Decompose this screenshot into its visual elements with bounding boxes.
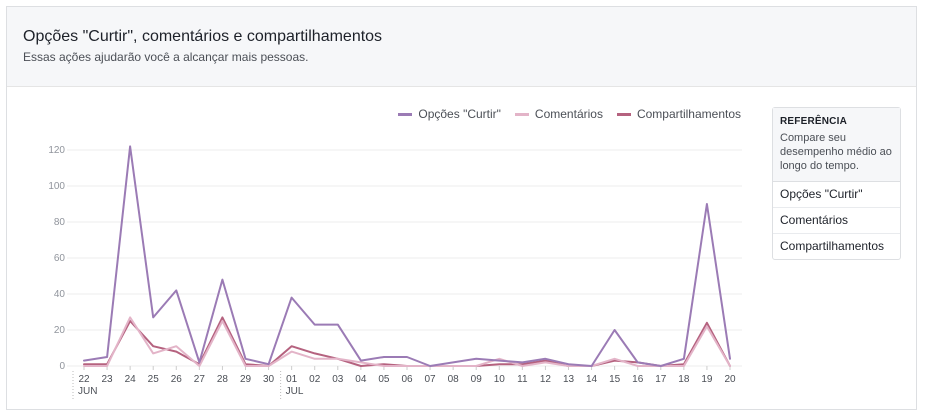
x-tick-label: 18 xyxy=(678,374,690,385)
x-tick-label: 24 xyxy=(125,374,137,385)
reference-item-shares[interactable]: Compartilhamentos xyxy=(780,239,885,253)
y-tick-label: 40 xyxy=(54,289,66,300)
x-tick-label: 07 xyxy=(425,374,437,385)
x-tick-label: 08 xyxy=(448,374,460,385)
x-tick-label: 04 xyxy=(355,374,367,385)
y-tick-label: 80 xyxy=(54,217,66,228)
legend-label-comments: Comentários xyxy=(534,107,603,121)
x-tick-label: 16 xyxy=(632,374,644,385)
series-line xyxy=(83,145,731,367)
y-tick-label: 100 xyxy=(48,181,65,192)
x-tick-label: 23 xyxy=(102,374,114,385)
x-tick-label: 20 xyxy=(724,374,736,385)
y-tick-label: 60 xyxy=(54,253,66,264)
x-tick-label: 27 xyxy=(194,374,206,385)
engagement-card: Opções "Curtir", comentários e compartil… xyxy=(6,6,917,410)
legend-item-shares[interactable]: Compartilhamentos xyxy=(616,107,741,121)
legend-item-likes[interactable]: Opções "Curtir" xyxy=(398,107,501,121)
x-tick-label: 01 xyxy=(286,374,298,385)
reference-description: Compare seu desempenho médio ao longo do… xyxy=(780,132,892,172)
y-tick-label: 120 xyxy=(48,145,65,156)
y-tick-label: 0 xyxy=(59,361,65,372)
x-tick-label: 22 xyxy=(78,374,90,385)
x-tick-label: 17 xyxy=(655,374,667,385)
x-tick-label: 12 xyxy=(540,374,552,385)
y-tick-label: 20 xyxy=(54,325,66,336)
reference-header: REFERÊNCIA Compare seu desempenho médio … xyxy=(773,108,900,182)
legend-label-likes: Opções "Curtir" xyxy=(418,107,501,121)
legend-swatch-shares xyxy=(616,112,631,116)
x-tick-label: 25 xyxy=(148,374,160,385)
card-header: Opções "Curtir", comentários e compartil… xyxy=(7,7,916,87)
month-label: JUL xyxy=(286,386,304,397)
x-tick-label: 15 xyxy=(609,374,621,385)
month-label: JUN xyxy=(78,386,97,397)
legend-swatch-likes xyxy=(398,112,413,116)
series-line xyxy=(83,316,731,367)
x-tick-label: 03 xyxy=(332,374,344,385)
x-tick-label: 10 xyxy=(494,374,506,385)
x-tick-label: 28 xyxy=(217,374,229,385)
x-tick-label: 05 xyxy=(378,374,390,385)
x-tick-label: 26 xyxy=(171,374,183,385)
reference-panel: REFERÊNCIA Compare seu desempenho médio … xyxy=(772,107,901,260)
x-tick-label: 19 xyxy=(701,374,713,385)
line-chart: 0 20 40 60 80 100 120 22 23 24 25 26 27 28 29 30 01 02 03 0… xyxy=(48,145,742,399)
x-tick-label: 09 xyxy=(471,374,483,385)
x-tick-label: 06 xyxy=(401,374,413,385)
reference-title: REFERÊNCIA xyxy=(780,116,848,127)
x-tick-label: 13 xyxy=(563,374,575,385)
x-tick-label: 29 xyxy=(240,374,252,385)
x-tick-label: 30 xyxy=(263,374,275,385)
card-subtitle: Essas ações ajudarão você a alcançar mai… xyxy=(23,50,309,64)
reference-item-likes[interactable]: Opções "Curtir" xyxy=(773,182,900,208)
legend-label-shares: Compartilhamentos xyxy=(636,107,741,121)
x-tick-label: 11 xyxy=(517,374,528,385)
x-tick-label: 02 xyxy=(309,374,321,385)
chart-legend: Opções "Curtir" Comentários Compartilham… xyxy=(398,107,741,121)
x-tick-label: 14 xyxy=(586,374,598,385)
reference-item-comments[interactable]: Comentários xyxy=(773,208,900,234)
legend-swatch-comments xyxy=(514,112,529,116)
legend-item-comments[interactable]: Comentários xyxy=(514,107,603,121)
card-title: Opções "Curtir", comentários e compartil… xyxy=(23,28,383,45)
series-line xyxy=(83,316,731,367)
